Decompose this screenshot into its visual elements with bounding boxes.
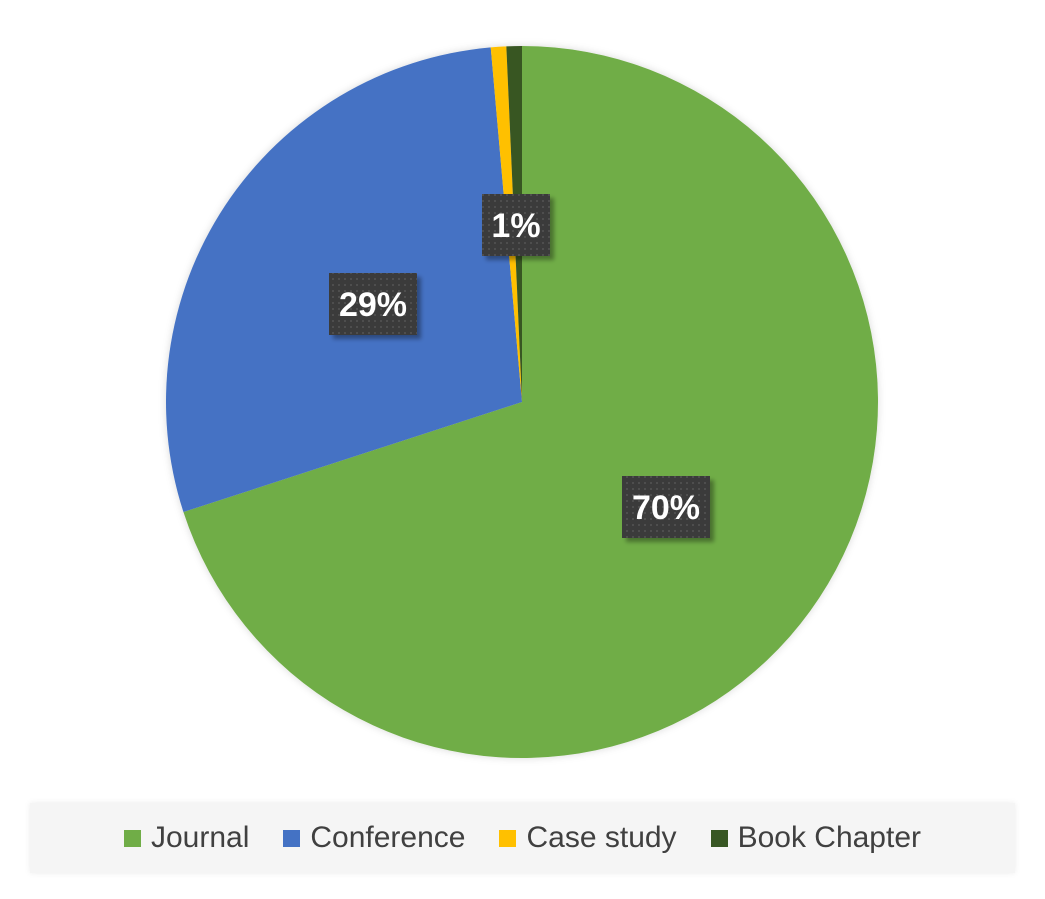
data-label-box	[482, 194, 550, 256]
legend-swatch-case-study	[499, 829, 517, 847]
legend-item-book-chapter: Book Chapter	[710, 821, 922, 855]
data-label-text: 29%	[339, 286, 407, 324]
legend-label-conference: Conference	[310, 821, 466, 854]
legend-label-journal: Journal	[150, 821, 250, 854]
data-label-box	[622, 476, 710, 538]
data-label-book-chapter: 1%	[482, 194, 550, 256]
legend-label-book-chapter: Book Chapter	[737, 821, 922, 854]
legend-swatch-journal	[123, 829, 141, 847]
pie-chart: 70% 29% 1%	[166, 46, 878, 758]
pie-data-labels: 70% 29% 1%	[329, 194, 710, 538]
legend-item-journal: Journal	[123, 821, 250, 855]
legend: Journal Conference Case study Book Chapt…	[30, 803, 1015, 873]
pie-slices	[166, 46, 878, 758]
legend-swatch-book-chapter	[710, 829, 728, 847]
legend-label-case-study: Case study	[526, 821, 677, 854]
legend-item-conference: Conference	[283, 821, 465, 855]
data-label-box	[329, 273, 417, 335]
data-label-journal: 70%	[622, 476, 710, 538]
legend-swatch-conference	[283, 829, 301, 847]
data-label-text: 70%	[632, 489, 700, 527]
pie-slice-journal	[183, 46, 878, 758]
data-label-conference: 29%	[329, 273, 417, 335]
legend-item-case-study: Case study	[499, 821, 677, 855]
data-label-text: 1%	[491, 207, 540, 245]
